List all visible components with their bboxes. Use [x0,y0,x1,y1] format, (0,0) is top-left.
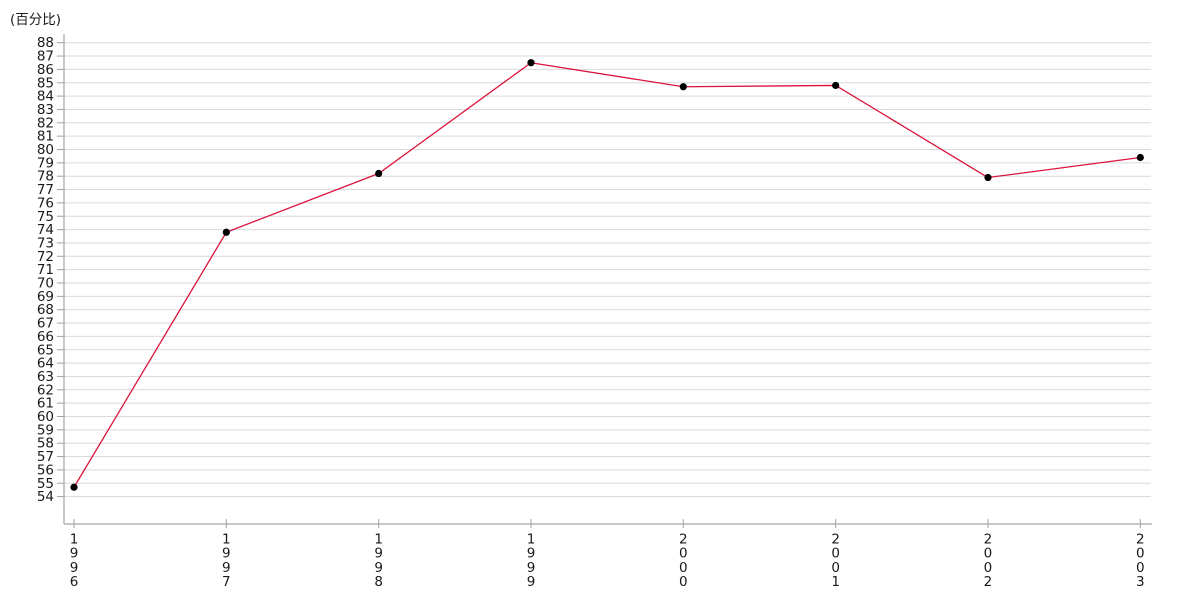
x-tick-label-digit: 0 [831,560,840,576]
y-tick-label: 60 [37,409,54,425]
y-tick-label: 66 [37,329,54,345]
data-point [832,81,840,90]
x-tick-label-digit: 1 [222,532,231,548]
data-point [375,169,383,178]
x-tick-label-digit: 0 [831,546,840,562]
y-tick-label: 87 [37,49,54,65]
chart-title: (百分比) [10,12,62,28]
x-tick-label-digit: 0 [1136,546,1145,562]
y-tick-label: 70 [37,276,54,292]
y-tick-label: 77 [37,182,54,198]
y-tick-label: 79 [37,155,54,171]
y-tick-label: 83 [37,102,54,118]
x-tick-label-digit: 6 [70,574,79,590]
x-tick-label-digit: 7 [222,574,231,590]
x-tick-label-digit: 9 [374,546,383,562]
x-tick-label-digit: 1 [831,574,840,590]
x-tick-label-digit: 9 [374,560,383,576]
y-tick-label: 76 [37,195,54,211]
y-tick-label: 80 [37,142,54,158]
data-point [1136,153,1144,162]
x-tick-label-digit: 3 [1136,574,1145,590]
y-tick-label: 67 [37,316,54,332]
y-tick-label: 64 [37,356,54,372]
y-tick-label: 61 [37,396,54,412]
data-point [222,228,230,236]
y-tick-label: 59 [37,422,54,438]
x-tick-label-digit: 9 [70,546,79,562]
x-tick-label-digit: 1 [70,532,79,548]
y-tick-label: 88 [37,35,54,51]
y-tick-label: 71 [37,262,54,278]
y-tick-label: 75 [37,209,54,225]
x-tick-label-digit: 9 [222,546,231,562]
y-tick-label: 54 [37,489,54,505]
x-tick-label-digit: 0 [679,560,688,576]
y-tick-label: 85 [37,75,54,91]
x-tick-label-digit: 9 [527,546,536,562]
x-tick-label-digit: 9 [70,560,79,576]
x-tick-label-digit: 9 [222,560,231,576]
x-tick-label-digit: 1 [527,532,536,548]
y-tick-label: 55 [37,476,54,492]
y-tick-label: 73 [37,235,54,251]
data-line [73,62,1141,488]
y-tick-label: 56 [37,462,54,478]
data-point [679,83,687,91]
data-point [70,483,78,491]
data-point [527,59,535,67]
x-tick-label-digit: 2 [984,532,993,548]
y-tick-label: 63 [37,369,54,385]
x-tick-label-digit: 0 [679,574,688,590]
y-tick-label: 69 [37,289,54,305]
x-tick-label-digit: 0 [1136,560,1145,576]
x-tick-label-digit: 9 [527,560,536,576]
y-tick-label: 65 [37,342,54,358]
x-tick-label-digit: 1 [374,532,383,548]
y-tick-label: 82 [37,115,54,131]
x-tick-label-digit: 2 [831,532,840,548]
x-tick-label-digit: 2 [1136,532,1145,548]
x-tick-label-digit: 0 [679,546,688,562]
y-tick-label: 78 [37,169,54,185]
y-tick-label: 74 [37,222,54,238]
y-tick-label: 84 [37,89,54,105]
x-tick-label-digit: 2 [679,532,688,548]
y-tick-label: 86 [37,62,54,78]
x-tick-label-digit: 8 [374,574,383,590]
x-tick-label-digit: 9 [527,574,536,590]
x-tick-label-digit: 0 [984,546,993,562]
y-tick-label: 72 [37,249,54,265]
y-tick-label: 57 [37,449,54,465]
y-tick-label: 58 [37,436,54,452]
y-tick-label: 68 [37,302,54,318]
x-tick-label-digit: 2 [984,574,993,590]
y-tick-label: 81 [37,129,54,145]
x-tick-label-digit: 0 [984,560,993,576]
data-point [984,173,992,182]
y-tick-label: 62 [37,382,54,398]
